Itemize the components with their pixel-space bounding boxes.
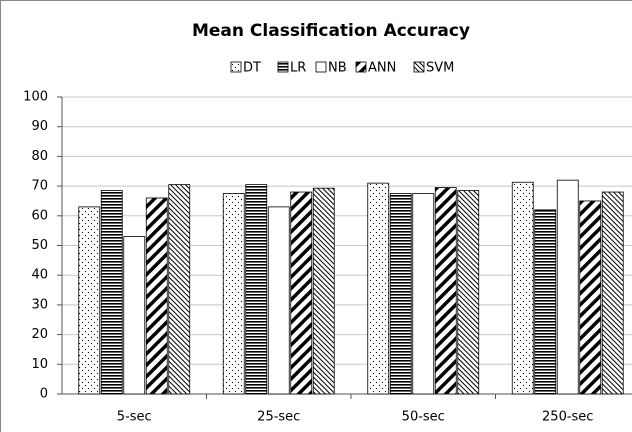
bar	[100, 190, 123, 395]
legend-swatch	[230, 61, 242, 73]
legend-label: ANN	[368, 61, 396, 76]
bar	[511, 181, 534, 395]
y-tick-label: 60	[31, 208, 48, 223]
y-tick-label: 40	[31, 268, 48, 283]
legend-label: NB	[328, 61, 347, 76]
legend-swatch	[355, 61, 367, 73]
legend-label: DT	[243, 61, 261, 76]
bar	[556, 179, 579, 395]
bar	[145, 197, 168, 395]
bar	[123, 236, 146, 395]
bar	[434, 187, 457, 395]
x-tick-label: 250-sec	[542, 410, 593, 425]
legend-swatch	[315, 61, 327, 73]
x-tick-label: 25-sec	[257, 410, 300, 425]
bar	[168, 184, 191, 395]
chart-title: Mean Classification Accuracy	[192, 21, 470, 41]
bar	[312, 187, 335, 395]
legend-label: SVM	[426, 61, 454, 76]
x-tick-label: 5-sec	[117, 410, 152, 425]
y-tick-label: 80	[31, 149, 48, 164]
bar	[245, 184, 268, 395]
y-tick-label: 50	[31, 238, 48, 253]
legend-swatch	[413, 61, 425, 73]
bar	[534, 209, 557, 395]
bar	[267, 206, 290, 395]
y-tick-label: 10	[31, 357, 48, 372]
bar	[389, 193, 412, 395]
y-tick-label: 20	[31, 327, 48, 342]
bar	[78, 206, 101, 395]
legend-label: LR	[290, 61, 306, 76]
bar	[367, 182, 390, 395]
bar	[579, 200, 602, 395]
y-tick-label: 90	[31, 119, 48, 134]
legend-swatch	[277, 61, 289, 73]
bar	[457, 190, 480, 395]
y-tick-label: 0	[40, 387, 48, 402]
y-tick-label: 100	[23, 90, 48, 105]
bar	[290, 191, 313, 395]
bar	[412, 193, 435, 395]
bar	[601, 191, 624, 395]
y-tick-label: 30	[31, 297, 48, 312]
y-tick-label: 70	[31, 179, 48, 194]
x-tick-label: 50-sec	[402, 410, 445, 425]
bar	[222, 193, 245, 395]
